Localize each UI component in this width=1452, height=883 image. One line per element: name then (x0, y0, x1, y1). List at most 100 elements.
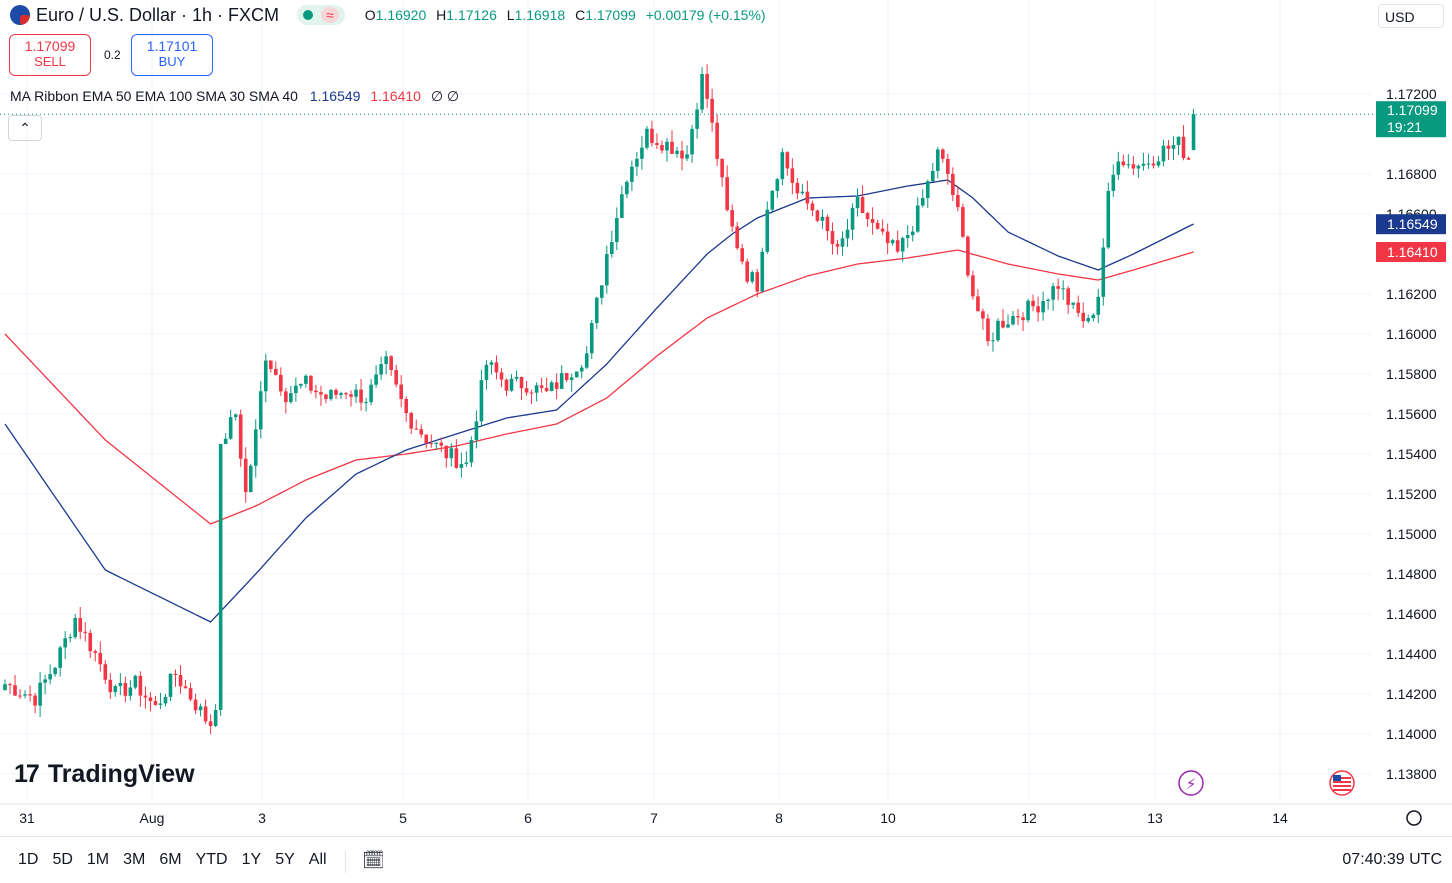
candle-body (68, 637, 72, 639)
candle-body (1101, 247, 1106, 297)
candle-body (484, 364, 489, 381)
candle (880, 219, 885, 235)
candle (579, 364, 584, 379)
sell-button[interactable]: 1.17099 SELL (9, 34, 91, 76)
candle (720, 158, 724, 187)
range-6m[interactable]: 6M (159, 851, 182, 868)
range-1m[interactable]: 1M (86, 851, 110, 868)
candle-body (58, 647, 62, 668)
candle-body (855, 197, 860, 209)
candle (655, 133, 659, 150)
candle-body (1126, 164, 1131, 166)
candle (1101, 238, 1106, 306)
lightning-event-icon (1178, 770, 1204, 796)
candle-body (514, 376, 519, 379)
candle-body (268, 360, 273, 369)
candle (795, 178, 800, 200)
range-1d[interactable]: 1D (18, 851, 39, 868)
candle-body (454, 448, 459, 468)
candle (238, 409, 243, 467)
candle-body (419, 429, 424, 435)
buy-button[interactable]: 1.17101 BUY (131, 34, 213, 76)
range-all[interactable]: All (308, 851, 327, 868)
candle-body (635, 158, 639, 167)
candle-body (113, 686, 118, 693)
candle (118, 673, 123, 696)
candle (274, 361, 278, 376)
calendar-goto-icon[interactable]: 🗓 (362, 850, 385, 870)
candle (364, 397, 368, 412)
utc-clock[interactable]: 07:40:39 UTC (1342, 851, 1442, 868)
candle (88, 629, 93, 659)
candle (1136, 164, 1141, 178)
candle-body (700, 74, 704, 110)
range-3m[interactable]: 3M (123, 851, 146, 868)
candle (665, 138, 669, 162)
indicator-legend[interactable]: MA Ribbon EMA 50 EMA 100 SMA 30 SMA 40 1… (10, 88, 459, 105)
candle-body (925, 181, 930, 199)
collapse-legend-button[interactable]: ⌃ (8, 115, 42, 141)
market-status-pill[interactable]: ≈ (297, 5, 345, 25)
buy-label: BUY (158, 54, 186, 69)
candle (354, 384, 358, 403)
candle-body (424, 434, 429, 444)
candle (454, 439, 459, 469)
indicator-value-ema100: 1.16410 (370, 88, 421, 104)
candle (971, 270, 975, 300)
candle-body (319, 392, 323, 395)
candle-body (334, 389, 338, 395)
y-tick-label: 1.15600 (1386, 406, 1437, 422)
candle (43, 674, 47, 695)
candle (680, 140, 684, 171)
candle-body (38, 682, 42, 706)
candle-body (83, 631, 88, 633)
candle (1036, 296, 1040, 322)
candle-body (915, 205, 920, 232)
candle (645, 126, 649, 150)
candle-body (695, 109, 699, 129)
currency-selector[interactable]: USD (1378, 4, 1444, 28)
candle (534, 382, 539, 402)
candle (810, 200, 815, 217)
candle (820, 209, 825, 229)
range-buttons: 1D 5D 1M 3M 6M YTD 1Y 5Y All (18, 851, 341, 869)
candle (890, 239, 895, 246)
candle-body (63, 638, 67, 648)
candle (369, 379, 373, 406)
candle-body (589, 323, 594, 354)
candle-body (810, 203, 815, 211)
candle (986, 314, 990, 346)
candle (73, 614, 78, 640)
candle-body (504, 379, 509, 391)
range-5y[interactable]: 5Y (275, 851, 295, 868)
candle (1041, 291, 1045, 321)
candle (309, 375, 313, 394)
candle-body (243, 458, 248, 493)
candle-body (414, 428, 419, 430)
range-ytd[interactable]: YTD (195, 851, 228, 868)
candle (1126, 154, 1131, 169)
candle-body (108, 679, 113, 693)
candle (605, 245, 609, 294)
candle-body (1161, 145, 1166, 162)
candle-body (946, 158, 950, 174)
candle (68, 633, 72, 643)
candle (1026, 298, 1030, 323)
candle-body (755, 272, 760, 292)
candle (635, 151, 639, 176)
symbol-title[interactable]: Euro / U.S. Dollar · 1h · FXCM (36, 4, 280, 25)
x-tick-label: 5 (399, 810, 407, 826)
candle-body (544, 387, 549, 392)
candle-body (835, 244, 840, 247)
candle-body (309, 375, 313, 391)
price-chart[interactable]: 1.13800 1.14000 1.14200 1.14400 1.14600 1.148… (0, 0, 1452, 836)
candle (108, 673, 113, 699)
range-5d[interactable]: 5D (52, 851, 73, 868)
candle-body (840, 238, 845, 247)
candle (474, 410, 479, 449)
candle-body (524, 388, 529, 393)
x-tick-label: 6 (524, 810, 532, 826)
candle (966, 235, 970, 278)
range-1y[interactable]: 1Y (241, 851, 262, 868)
